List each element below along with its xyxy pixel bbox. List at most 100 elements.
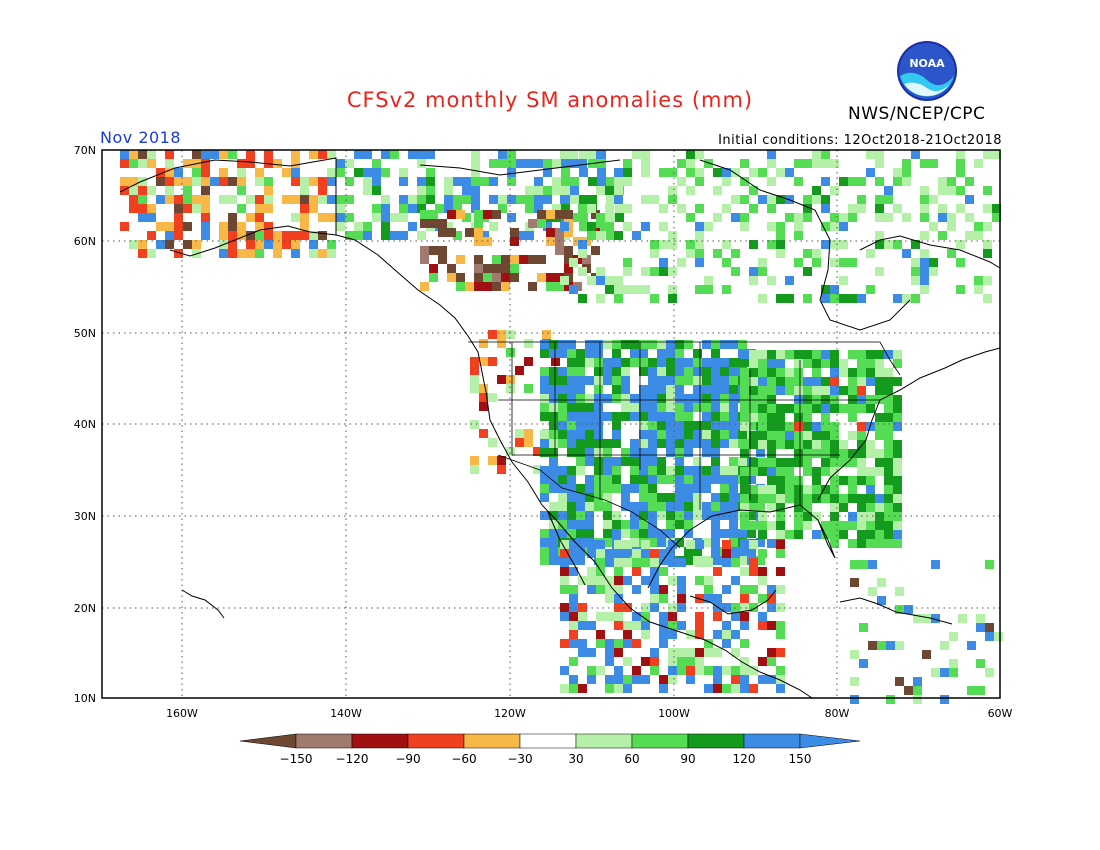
anomaly-cell <box>767 177 776 186</box>
anomaly-cell <box>902 159 911 168</box>
anomaly-cell <box>675 538 684 547</box>
anomaly-cell <box>519 255 528 264</box>
anomaly-cell <box>929 195 938 204</box>
anomaly-cell <box>639 502 648 511</box>
anomaly-cell <box>612 385 621 394</box>
anomaly-cell <box>612 349 621 358</box>
anomaly-cell <box>603 484 612 493</box>
anomaly-cell <box>129 186 138 195</box>
anomaly-cell <box>938 231 947 240</box>
anomaly-cell <box>174 222 183 231</box>
anomaly-cell <box>576 439 585 448</box>
anomaly-cell <box>803 494 812 503</box>
anomaly-cell <box>794 494 803 503</box>
anomaly-cell <box>138 150 147 159</box>
anomaly-cell <box>567 511 576 520</box>
anomaly-cell <box>767 594 776 603</box>
anomaly-cell <box>462 186 471 195</box>
anomaly-cell <box>830 449 839 458</box>
anomaly-cell <box>877 578 886 587</box>
anomaly-cell <box>507 159 516 168</box>
anomaly-cell <box>426 150 435 159</box>
anomaly-cell <box>546 228 555 237</box>
anomaly-cell <box>758 549 767 558</box>
anomaly-cell <box>479 384 488 393</box>
anomaly-cell <box>767 240 776 249</box>
anomaly-cell <box>567 475 576 484</box>
anomaly-cell <box>576 466 585 475</box>
anomaly-cell <box>453 204 462 213</box>
anomaly-cell <box>884 413 893 422</box>
anomaly-cell <box>470 420 479 429</box>
anomaly-cell <box>785 294 794 303</box>
anomaly-cell <box>327 195 336 204</box>
anomaly-cell <box>174 195 183 204</box>
anomaly-cell <box>875 530 884 539</box>
anomaly-cell <box>920 249 929 258</box>
anomaly-cell <box>702 484 711 493</box>
anomaly-cell <box>668 630 677 639</box>
anomaly-cell <box>839 276 848 285</box>
anomaly-cell <box>866 503 875 512</box>
anomaly-cell <box>675 340 684 349</box>
anomaly-cell <box>731 684 740 693</box>
anomaly-cell <box>300 186 309 195</box>
anomaly-cell <box>264 195 273 204</box>
anomaly-cell <box>711 529 720 538</box>
anomaly-cell <box>830 422 839 431</box>
anomaly-cell <box>549 448 558 457</box>
anomaly-cell <box>372 177 381 186</box>
anomaly-cell <box>731 168 740 177</box>
anomaly-cell <box>579 213 588 222</box>
anomaly-cell <box>720 439 729 448</box>
anomaly-cell <box>956 159 965 168</box>
anomaly-cell <box>695 222 704 231</box>
anomaly-cell <box>740 422 749 431</box>
anomaly-cell <box>767 404 776 413</box>
anomaly-cell <box>435 204 444 213</box>
anomaly-cell <box>147 213 156 222</box>
anomaly-cell <box>884 539 893 548</box>
anomaly-cell <box>830 539 839 548</box>
anomaly-cell <box>621 457 630 466</box>
anomaly-cell <box>666 340 675 349</box>
anomaly-cell <box>956 150 965 159</box>
anomaly-cell <box>677 621 686 630</box>
anomaly-cell <box>623 204 632 213</box>
anomaly-cell <box>668 648 677 657</box>
anomaly-cell <box>668 675 677 684</box>
anomaly-cell <box>650 657 659 666</box>
anomaly-cell <box>558 430 567 439</box>
anomaly-cell <box>839 494 848 503</box>
anomaly-cell <box>621 547 630 556</box>
anomaly-cell <box>549 547 558 556</box>
anomaly-cell <box>704 639 713 648</box>
anomaly-cell <box>596 585 605 594</box>
anomaly-cell <box>830 458 839 467</box>
anomaly-cell <box>282 240 291 249</box>
legend-swatch <box>463 733 521 749</box>
anomaly-cell <box>525 159 534 168</box>
anomaly-cell <box>992 213 1001 222</box>
anomaly-cell <box>711 430 720 439</box>
anomaly-cell <box>561 168 570 177</box>
anomaly-cell <box>859 623 868 632</box>
anomaly-cell <box>567 376 576 385</box>
anomaly-cell <box>711 412 720 421</box>
anomaly-cell <box>868 587 877 596</box>
anomaly-cell <box>381 168 390 177</box>
anomaly-cell <box>821 413 830 422</box>
anomaly-cell <box>956 285 965 294</box>
anomaly-cell <box>830 240 839 249</box>
anomaly-cell <box>749 521 758 530</box>
anomaly-cell <box>848 413 857 422</box>
anomaly-cell <box>623 576 632 585</box>
anomaly-cell <box>722 549 731 558</box>
anomaly-cell <box>567 403 576 412</box>
anomaly-cell <box>528 255 537 264</box>
anomaly-cell <box>456 210 465 219</box>
anomaly-cell <box>555 228 564 237</box>
anomaly-cell <box>704 585 713 594</box>
anomaly-cell <box>985 632 994 641</box>
anomaly-cell <box>264 204 273 213</box>
